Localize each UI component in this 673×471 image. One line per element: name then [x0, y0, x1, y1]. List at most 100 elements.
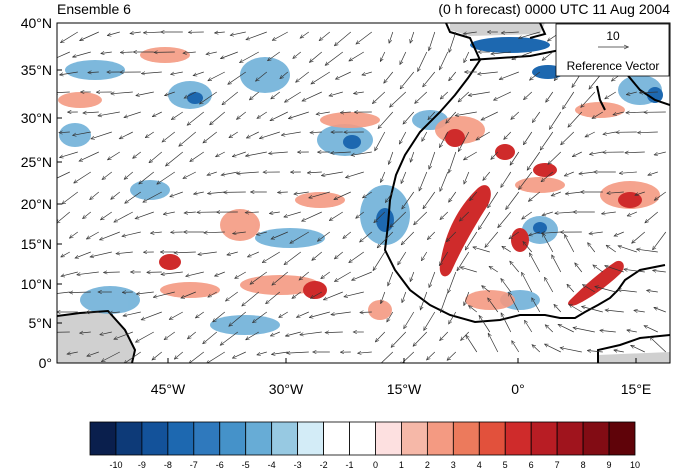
wind-vector	[174, 252, 196, 253]
wind-vector	[233, 351, 246, 358]
colorbar-swatch	[193, 421, 221, 456]
wind-vector	[220, 331, 239, 345]
lon-label-15e: 15°E	[620, 381, 652, 397]
wind-vector	[401, 231, 415, 245]
wind-vector	[175, 351, 184, 359]
lat-label-15n: 15°N	[20, 236, 52, 252]
wind-vector	[362, 71, 372, 75]
wind-vector	[268, 51, 281, 61]
colorbar-tick-label: 7	[554, 460, 560, 470]
wind-vector	[554, 305, 562, 313]
wind-vector	[373, 91, 386, 103]
wind-vector	[530, 71, 541, 80]
wind-vector	[645, 211, 659, 223]
wind-vector	[302, 91, 322, 101]
colorbar-tick-label: 2	[424, 460, 430, 470]
wind-vector	[311, 291, 322, 298]
colorbar-swatch	[556, 421, 584, 456]
lat-label-25n: 25°N	[20, 154, 52, 170]
wind-vector	[153, 111, 162, 117]
wind-vector	[548, 151, 562, 164]
wind-vector	[297, 311, 309, 317]
wind-vector	[384, 71, 394, 83]
wind-vector	[284, 211, 301, 217]
wind-vector	[533, 111, 541, 122]
wind-vector	[257, 231, 267, 235]
wind-vector	[579, 172, 595, 174]
reference-magnitude: 10	[606, 29, 620, 43]
wind-vector	[469, 91, 490, 96]
wind-vector	[290, 231, 309, 243]
wind-vector	[398, 251, 407, 265]
wind-vector	[648, 171, 658, 175]
wind-vector	[381, 171, 386, 182]
lat-label-40n: 40°N	[20, 15, 52, 31]
colorbar-tick-label: -2	[319, 460, 328, 470]
colorbar-swatch	[401, 421, 428, 456]
colorbar-tick-label: -7	[189, 460, 198, 470]
wind-vector	[519, 31, 540, 38]
wind-vector	[87, 351, 99, 356]
wind-vector	[530, 253, 541, 273]
wind-vector	[403, 111, 415, 124]
wind-vector	[374, 211, 386, 223]
wind-vector	[321, 271, 331, 279]
wind-vector	[216, 151, 225, 157]
colorbar-swatch	[452, 421, 480, 456]
wind-vector	[161, 271, 183, 274]
wind-vector	[440, 91, 449, 99]
wind-vector	[588, 243, 596, 253]
wind-vector	[595, 287, 616, 293]
wind-vector	[380, 51, 386, 61]
colorbar-tick-label: -3	[293, 460, 302, 470]
wind-vector	[227, 251, 238, 255]
colorbar-swatch	[323, 421, 350, 456]
wind-vector	[585, 131, 595, 137]
wind-vector	[509, 231, 520, 239]
wind-vector	[120, 131, 133, 139]
wind-vector	[626, 112, 645, 113]
wind-vector	[606, 245, 617, 253]
wind-vector	[391, 331, 407, 347]
colorbar-swatch	[582, 421, 610, 456]
wind-vector	[448, 271, 457, 293]
wind-vector	[635, 191, 645, 195]
wind-vector	[88, 72, 99, 73]
wind-vector	[447, 351, 457, 360]
south-america-land	[57, 311, 135, 363]
wind-vector	[60, 151, 78, 157]
wind-vector	[299, 271, 310, 280]
wind-vector	[334, 191, 351, 200]
anomaly-field	[57, 23, 670, 363]
wind-vector	[614, 350, 624, 352]
wind-vector	[171, 71, 183, 74]
wind-vector	[567, 284, 575, 293]
wind-vector	[593, 265, 604, 273]
wind-vector	[322, 171, 343, 176]
wind-vector	[91, 131, 112, 139]
wind-vector	[428, 231, 436, 239]
wind-vector	[504, 131, 512, 139]
wind-vector	[257, 351, 267, 355]
wind-vector	[400, 131, 407, 144]
wind-vector	[377, 231, 394, 248]
wind-vector	[114, 331, 133, 339]
wind-vector	[100, 331, 112, 335]
wind-vector	[300, 331, 322, 335]
wind-vector	[101, 211, 112, 220]
wind-vector	[624, 269, 645, 273]
wind-vector	[335, 31, 352, 46]
wind-vector	[111, 191, 121, 199]
wind-vector	[235, 271, 246, 278]
wind-vector	[57, 51, 70, 59]
wind-vector	[122, 231, 141, 236]
wind-vector	[67, 352, 78, 354]
wind-vector	[488, 191, 499, 208]
wind-vector	[308, 172, 322, 173]
wind-vector	[461, 267, 477, 273]
colorbar-tick-label: -8	[163, 460, 172, 470]
wind-vector	[525, 321, 533, 333]
wind-vector	[529, 231, 540, 235]
wind-vector	[524, 131, 533, 145]
wind-vector	[625, 152, 645, 153]
